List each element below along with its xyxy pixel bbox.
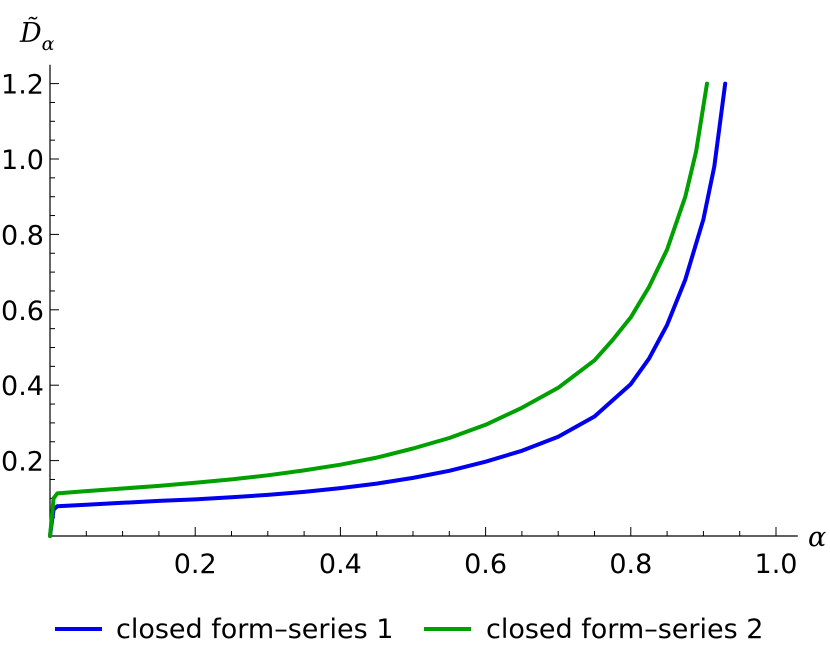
axes (49, 64, 798, 537)
x-tick-label: 0.4 (319, 549, 362, 580)
y-axis-label-base: D̃ (19, 16, 42, 49)
legend-label-series-1: closed form–series 1 (116, 614, 393, 645)
y-tick-label: 0.2 (1, 447, 44, 478)
ticks: 0.2 0.4 0.6 0.8 1.0 0.2 0.4 0.6 0.8 1.0 1.2 (1, 70, 797, 580)
x-tick-label: 0.2 (174, 549, 217, 580)
x-tick-label: 1.0 (755, 549, 798, 580)
series-1-line (48, 81, 728, 538)
y-axis-label: D̃α (19, 16, 55, 55)
series-2-line (48, 81, 709, 538)
y-tick-label: 1.2 (1, 70, 44, 101)
legend: closed form–series 1 closed form–series … (55, 614, 763, 645)
series-layer (48, 81, 728, 538)
y-tick-label: 0.4 (1, 371, 44, 402)
y-tick-label: 0.8 (1, 220, 44, 251)
x-tick-label: 0.8 (609, 549, 652, 580)
y-tick-label: 0.6 (1, 296, 44, 327)
y-axis-label-sub: α (42, 33, 55, 55)
x-tick-label: 0.6 (464, 549, 507, 580)
legend-label-series-2: closed form–series 2 (486, 614, 763, 645)
x-axis-label: α (808, 522, 826, 553)
y-tick-label: 1.0 (1, 145, 44, 176)
